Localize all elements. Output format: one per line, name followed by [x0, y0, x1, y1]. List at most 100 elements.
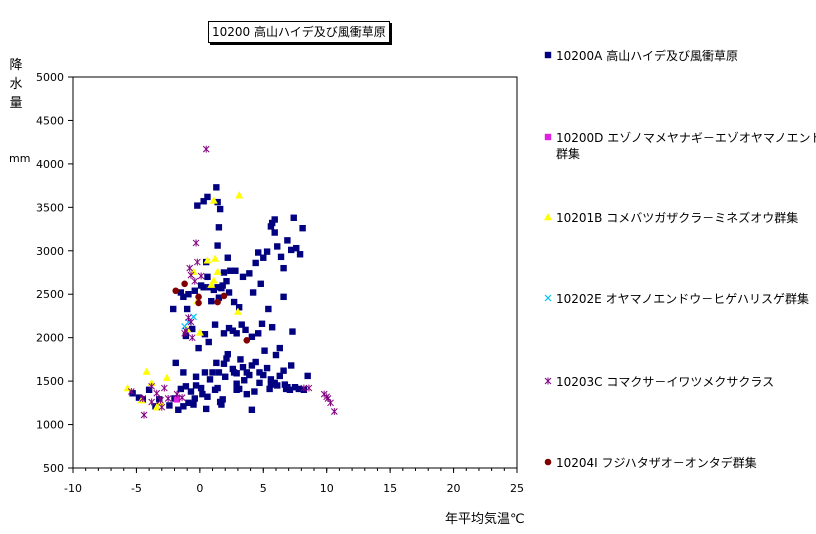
data-point: [305, 384, 313, 392]
data-point: [199, 390, 206, 398]
y-tick-label: 3500: [36, 201, 64, 214]
data-point: [160, 384, 168, 392]
data-point: [295, 385, 303, 393]
data-point: [189, 267, 198, 275]
data-point: [233, 330, 240, 337]
data-point: [268, 324, 276, 331]
data-point: [281, 381, 289, 388]
data-point: [237, 356, 244, 363]
data-point: [233, 380, 240, 387]
data-point: [204, 393, 211, 400]
x-tick-label: 10: [320, 482, 334, 495]
data-point: [186, 264, 194, 272]
data-point: [224, 254, 231, 261]
data-point: [185, 399, 192, 407]
data-point: [277, 253, 285, 261]
legend-label: 10203C コマクサ－イワツメクサクラス: [556, 375, 774, 389]
legend-marker: [544, 51, 552, 59]
data-point: [215, 369, 223, 376]
data-point: [211, 254, 220, 262]
data-point: [215, 224, 223, 231]
data-point: [300, 384, 308, 392]
data-point: [274, 382, 281, 389]
y-tick-label: 3000: [36, 245, 64, 258]
data-point: [220, 330, 228, 337]
data-point: [272, 351, 280, 359]
data-point: [191, 277, 199, 285]
data-point: [251, 388, 258, 395]
data-point: [214, 242, 221, 249]
data-point: [235, 304, 243, 311]
data-point: [257, 280, 264, 287]
tick-labels: -10 -5 0 5 10 15 20 25 500 1000 1500 2000 2500 3000 35…: [36, 71, 524, 495]
data-point: [135, 394, 143, 401]
data-point: [242, 326, 249, 334]
data-point: [206, 376, 214, 383]
legend-marker: [544, 213, 552, 221]
data-point: [128, 388, 135, 396]
data-point: [268, 219, 276, 227]
data-point: [218, 401, 225, 408]
data-points: [123, 145, 338, 419]
data-point: [213, 184, 220, 191]
data-point: [233, 386, 240, 393]
data-point: [222, 373, 229, 380]
x-tick-label: -5: [131, 482, 142, 495]
data-point: [246, 371, 253, 379]
data-point: [249, 289, 257, 296]
data-point: [210, 286, 218, 294]
data-point: [194, 202, 201, 209]
data-point: [202, 145, 210, 153]
data-point: [291, 383, 299, 391]
data-point: [293, 244, 300, 252]
data-point: [203, 405, 210, 413]
data-point: [255, 249, 262, 256]
series-1: [173, 396, 181, 403]
data-point: [209, 369, 216, 376]
data-point: [261, 347, 268, 354]
data-point: [204, 273, 211, 281]
y-tick-label: 2500: [36, 288, 64, 301]
x-tick-label: 20: [447, 482, 461, 495]
chart-title: 10200 高山ハイデ及び風衝草原: [208, 21, 390, 43]
data-point: [185, 291, 192, 298]
data-point: [282, 385, 290, 393]
data-point: [296, 251, 304, 258]
y-tick-label: 4500: [36, 114, 64, 127]
data-point: [180, 293, 187, 301]
data-point: [323, 393, 331, 401]
data-point: [148, 382, 156, 390]
data-point: [227, 267, 234, 274]
data-point: [230, 298, 238, 306]
data-point: [225, 289, 233, 296]
x-tick-label: 25: [510, 482, 524, 495]
data-point: [191, 395, 198, 402]
data-point: [191, 287, 198, 294]
data-point: [258, 320, 266, 327]
data-point: [139, 394, 147, 402]
legend-label: 10202E オヤマノエンドウ－ヒゲハリスゲ群集: [556, 291, 809, 306]
data-point: [219, 396, 226, 403]
data-point: [192, 239, 200, 247]
data-point: [280, 264, 287, 272]
data-point: [239, 273, 247, 281]
data-point: [200, 198, 207, 205]
data-point: [287, 246, 295, 254]
data-point: [271, 216, 278, 223]
data-point: [265, 305, 272, 313]
data-point: [182, 327, 190, 335]
data-point: [192, 382, 200, 389]
y-tick-label: 500: [43, 462, 64, 475]
data-point: [280, 293, 287, 301]
data-point: [201, 330, 209, 338]
plot-area: [72, 76, 518, 469]
data-point: [178, 394, 186, 402]
data-point: [142, 367, 151, 375]
y-axis-label: 降水量: [9, 58, 23, 111]
data-point: [267, 381, 275, 388]
data-point: [286, 386, 294, 393]
data-point: [207, 280, 216, 288]
data-point: [243, 390, 250, 398]
data-point: [256, 369, 263, 376]
